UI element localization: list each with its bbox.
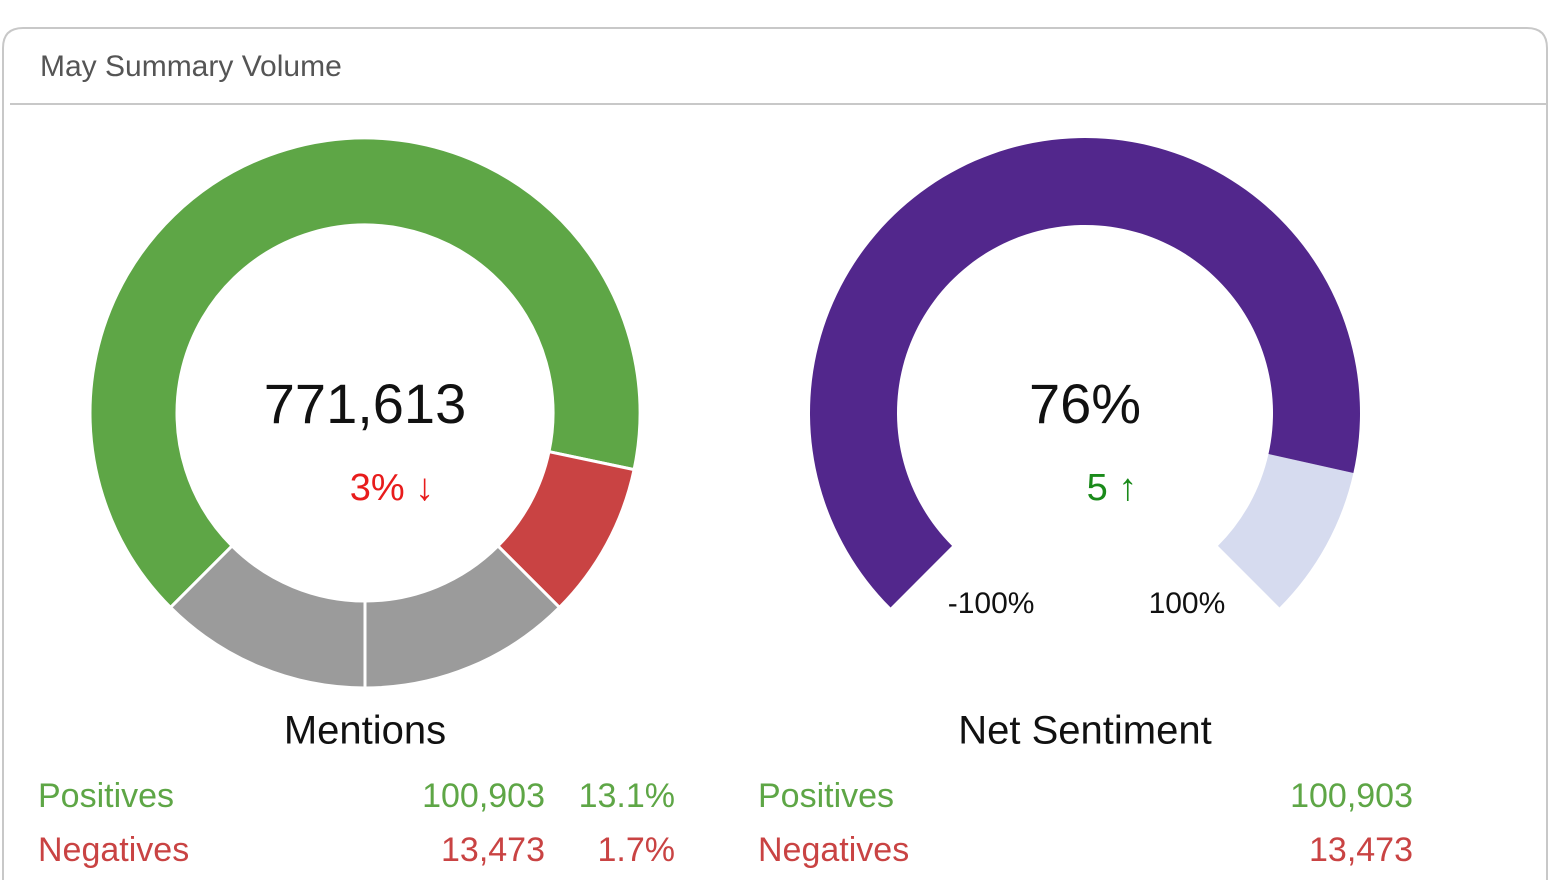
donut-segment xyxy=(168,543,367,690)
gauge-fill xyxy=(809,137,1360,608)
row-label: Positives xyxy=(38,777,174,815)
row-share: 1.7% xyxy=(598,831,676,869)
row-label: Negatives xyxy=(38,831,189,869)
donut-segment xyxy=(88,136,642,610)
row-value: 13,473 xyxy=(441,831,545,869)
gauge-range-label: -100% xyxy=(948,587,1035,620)
row-share: 13.1% xyxy=(579,777,675,815)
chart-title: Mentions xyxy=(284,709,446,753)
row-label: Positives xyxy=(758,777,894,815)
panel-border xyxy=(2,27,1548,880)
gauge-range-label: 100% xyxy=(1149,587,1226,620)
center-value: 771,613 xyxy=(264,372,466,435)
gauge-track xyxy=(1217,454,1354,608)
row-label: Negatives xyxy=(758,831,909,869)
row-value: 100,903 xyxy=(1290,777,1413,815)
center-value: 76% xyxy=(1029,372,1141,435)
chart-title: Net Sentiment xyxy=(958,709,1211,753)
row-value: 13,473 xyxy=(1309,831,1413,869)
change-indicator: 3% ↓ xyxy=(350,467,434,509)
change-indicator: 5 ↑ xyxy=(1087,467,1138,509)
panel-title: May Summary Volume xyxy=(40,50,342,83)
row-value: 100,903 xyxy=(422,777,545,815)
